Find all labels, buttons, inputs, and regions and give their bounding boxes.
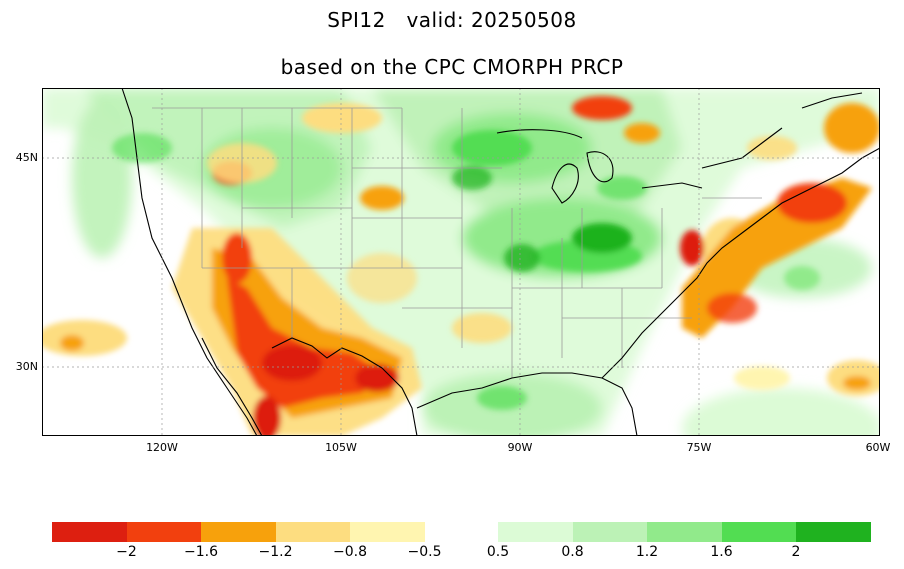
lon-tick-120w: 120W	[146, 441, 178, 454]
map-title: SPI12 valid: 20250508	[327, 8, 577, 32]
legend-label-7: 0.8	[561, 544, 584, 560]
lon-tick-105w: 105W	[325, 441, 357, 454]
coastlines	[121, 88, 880, 436]
state-boundaries	[152, 107, 762, 378]
legend-swatch-9	[721, 522, 797, 542]
legend-label-4: −0.8	[333, 544, 367, 560]
lon-tick-75w: 75W	[686, 441, 712, 454]
legend-swatch-6	[498, 522, 573, 542]
lon-tick-60w: 60W	[865, 441, 891, 454]
map-frame	[42, 88, 880, 436]
legend-label-9: 1.6	[710, 544, 733, 560]
legend-swatch-8	[647, 522, 722, 542]
dry-layer	[42, 96, 880, 436]
map-area	[42, 88, 880, 436]
legend-swatch-1	[52, 522, 127, 542]
legend-swatch-3	[201, 522, 276, 542]
legend-label-8: 1.2	[635, 544, 659, 560]
legend-label-6: 0.5	[486, 544, 510, 560]
legend-swatch-10	[796, 522, 871, 542]
lat-tick-45n: 45N	[15, 151, 38, 164]
legend-swatch-7	[572, 522, 648, 542]
lat-tick-30n: 30N	[15, 360, 38, 373]
legend-swatch-2	[126, 522, 202, 542]
legend-label-1: −2	[116, 544, 137, 560]
legend-swatch-5	[350, 522, 425, 542]
legend-label-5: −0.5	[407, 544, 442, 560]
lon-tick-90w: 90W	[507, 441, 533, 454]
map-canvas	[42, 88, 880, 436]
legend-label-10: 2	[791, 544, 801, 560]
map-subtitle: based on the CPC CMORPH PRCP	[280, 55, 624, 79]
graticule	[42, 88, 880, 436]
legend-swatch-4	[275, 522, 351, 542]
legend-label-3: −1.2	[258, 544, 293, 560]
legend-label-2: −1.6	[184, 544, 218, 560]
